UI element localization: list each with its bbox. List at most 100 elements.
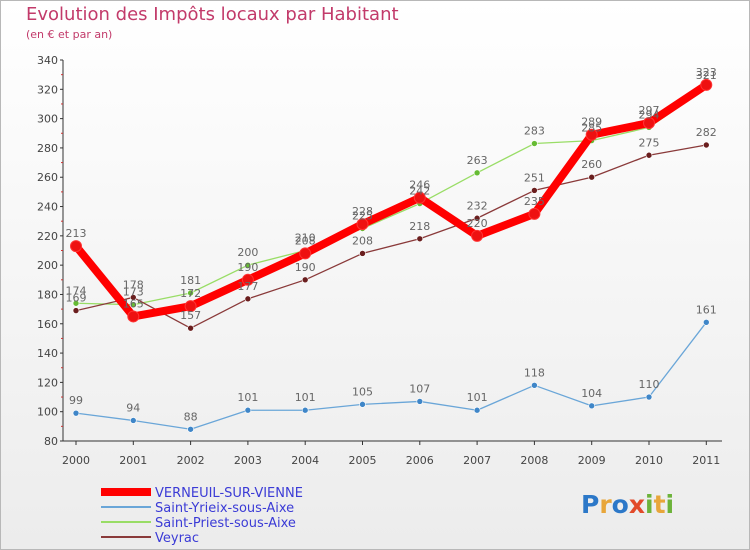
data-point [702, 319, 710, 326]
x-tick-label: 2011 [692, 454, 720, 467]
logo-letter: t [653, 490, 666, 519]
data-point [473, 406, 481, 414]
y-tick-label: 120 [37, 376, 58, 389]
data-label: 190 [237, 261, 258, 274]
y-tick-label: 240 [37, 201, 58, 214]
data-label: 235 [524, 195, 545, 208]
data-point [72, 409, 80, 417]
data-point [645, 393, 653, 401]
proxiti-logo: Proxiti [581, 490, 674, 519]
data-label: 118 [524, 366, 545, 379]
data-label: 177 [237, 280, 258, 293]
data-label: 157 [180, 309, 201, 322]
x-tick-label: 2000 [62, 454, 90, 467]
x-tick-label: 2003 [234, 454, 262, 467]
data-label: 88 [184, 410, 198, 423]
data-point [187, 425, 194, 433]
data-label: 323 [696, 66, 717, 79]
data-point [244, 261, 252, 269]
data-label: 321 [696, 69, 717, 82]
data-point [130, 417, 137, 424]
data-label: 181 [180, 274, 201, 287]
data-label: 242 [409, 185, 430, 198]
data-point [531, 187, 538, 194]
data-label: 283 [524, 125, 545, 138]
logo-letter: x [628, 490, 645, 519]
y-tick-label: 160 [37, 318, 58, 331]
data-label: 172 [180, 287, 201, 300]
data-label: 275 [639, 136, 660, 149]
x-tick-label: 2009 [578, 454, 606, 467]
chart-subtitle: (en € et par an) [26, 28, 113, 41]
data-label: 174 [66, 284, 87, 297]
data-label: 165 [123, 297, 144, 310]
y-tick-label: 320 [37, 83, 58, 96]
y-tick-label: 300 [37, 113, 58, 126]
data-point [187, 289, 194, 297]
data-point [643, 117, 655, 130]
series-layer [70, 78, 713, 433]
data-label: 263 [467, 154, 488, 167]
data-point [244, 406, 252, 414]
data-label: 289 [581, 116, 602, 129]
data-label: 208 [352, 234, 373, 247]
data-label: 161 [696, 303, 717, 316]
logo-letter: P [581, 490, 600, 519]
x-tick-label: 2004 [291, 454, 319, 467]
data-label: 107 [409, 382, 430, 395]
data-label: 110 [639, 378, 660, 391]
data-label: 101 [467, 391, 488, 404]
data-point [413, 191, 426, 204]
x-tick-label: 2001 [119, 454, 147, 467]
data-point [585, 128, 598, 141]
data-point [184, 300, 197, 313]
data-label: 94 [126, 401, 140, 414]
data-point [588, 173, 596, 181]
data-label: 105 [352, 385, 373, 398]
data-point [473, 169, 481, 177]
data-point [301, 406, 309, 414]
y-tick-label: 260 [37, 171, 58, 184]
y-tick-label: 140 [37, 347, 58, 360]
data-point [531, 382, 538, 389]
data-point [528, 207, 541, 220]
data-label: 190 [295, 261, 316, 274]
data-label: 220 [467, 217, 488, 230]
data-point [700, 78, 713, 91]
series-line [75, 144, 707, 329]
data-label: 228 [352, 205, 373, 218]
x-tick-label: 2005 [349, 454, 377, 467]
logo-letter: i [645, 490, 654, 519]
logo-letter: o [611, 490, 629, 519]
data-label: 285 [581, 122, 602, 135]
y-tick-label: 200 [37, 259, 58, 272]
y-tick-label: 180 [37, 288, 58, 301]
x-tick-label: 2008 [520, 454, 548, 467]
data-label: 294 [639, 108, 660, 121]
legend-label: Saint-Yrieix-sous-Aixe [155, 501, 294, 516]
data-point [416, 235, 424, 243]
y-tick-label: 220 [37, 230, 58, 243]
data-label: 218 [409, 220, 430, 233]
series-line [72, 80, 711, 321]
data-label: 213 [66, 227, 87, 240]
data-point [588, 402, 596, 410]
data-point [359, 250, 366, 257]
data-label: 99 [69, 394, 83, 407]
data-label: 260 [581, 158, 602, 171]
data-label: 210 [295, 232, 316, 245]
data-point [130, 294, 137, 301]
data-point [301, 276, 309, 284]
data-point [645, 151, 653, 159]
data-point [72, 307, 80, 314]
data-point [299, 247, 312, 260]
data-point [72, 299, 80, 307]
chart-title: Evolution des Impôts locaux par Habitant [26, 4, 399, 25]
data-point [473, 214, 481, 222]
data-label: 169 [66, 292, 87, 305]
legend: VERNEUIL-SUR-VIENNESaint-Yrieix-sous-Aix… [101, 486, 303, 546]
data-point [531, 140, 538, 147]
data-point [127, 310, 140, 323]
